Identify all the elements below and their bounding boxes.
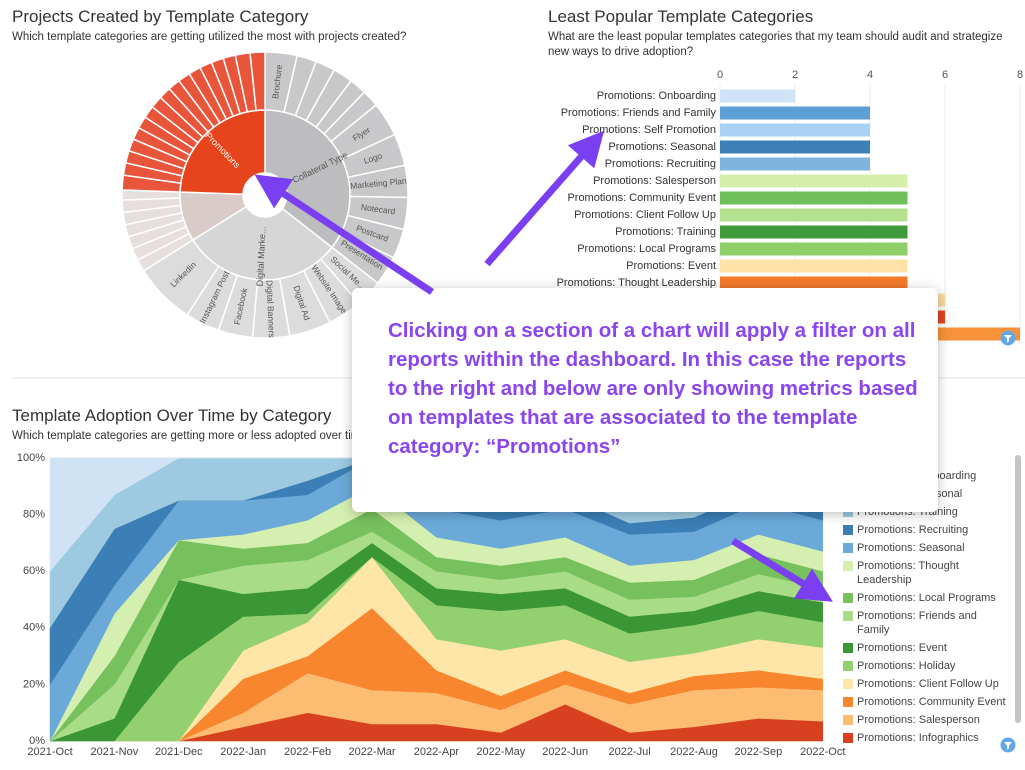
x-tick-label: 2021-Nov xyxy=(91,746,139,758)
legend-item[interactable]: Promotions: Client Follow Up xyxy=(843,677,1013,691)
legend-swatch xyxy=(843,543,853,553)
bar[interactable] xyxy=(720,157,870,171)
legend-label: Promotions: Recruiting xyxy=(857,524,969,536)
legend-label: Promotions: Holiday xyxy=(857,660,956,672)
bar[interactable] xyxy=(720,89,795,103)
legend-label: Promotions: Friends and Family xyxy=(857,610,977,636)
bar[interactable] xyxy=(720,208,908,222)
bar[interactable] xyxy=(720,140,870,154)
legend-item[interactable]: Promotions: Infographics xyxy=(843,731,1013,745)
y-tick-label: 20% xyxy=(23,678,45,690)
chart-subtitle: Which template categories are getting mo… xyxy=(12,430,374,442)
legend-label: Promotions: Community Event xyxy=(857,696,1006,708)
y-tick-label: Promotions: Salesperson xyxy=(593,175,716,187)
legend-label: Promotions: Client Follow Up xyxy=(857,678,999,690)
bar[interactable] xyxy=(720,259,908,273)
y-tick-label: 100% xyxy=(17,452,45,464)
bar[interactable] xyxy=(720,191,908,205)
x-tick-label: 2022-May xyxy=(476,746,525,758)
segment-label: Brochure xyxy=(270,64,284,100)
filter-glyph xyxy=(1004,742,1012,750)
legend-swatch xyxy=(843,733,853,743)
legend-item[interactable]: Promotions: Seasonal xyxy=(843,541,1013,555)
x-tick-label: 2 xyxy=(792,69,798,81)
callout: Clicking on a section of a chart will ap… xyxy=(352,288,938,512)
x-tick-label: 2021-Dec xyxy=(155,746,203,758)
y-tick-label: 0% xyxy=(29,735,45,747)
bar[interactable] xyxy=(720,276,908,290)
legend-swatch xyxy=(843,643,853,653)
legend-label: Promotions: Event xyxy=(857,642,947,654)
legend-swatch xyxy=(843,611,853,621)
y-tick-label: Promotions: Local Programs xyxy=(577,243,716,255)
x-tick-label: 2022-Mar xyxy=(348,746,395,758)
legend-swatch xyxy=(843,507,853,517)
callout-text: Clicking on a section of a chart will ap… xyxy=(388,319,918,458)
legend-item[interactable]: Promotions: Local Programs xyxy=(843,591,1013,605)
x-tick-label: 2022-Jun xyxy=(542,746,588,758)
y-tick-label: Promotions: Recruiting xyxy=(605,158,716,170)
scrollbar xyxy=(1015,455,1021,723)
y-tick-label: Promotions: Training xyxy=(615,226,716,238)
chart-title: Template Adoption Over Time by Category xyxy=(12,406,332,425)
legend-label: Promotions: Seasonal xyxy=(857,542,965,554)
y-tick-label: 60% xyxy=(23,565,45,577)
y-tick-label: Promotions: Thought Leadership xyxy=(557,277,716,289)
x-tick-label: 2022-Sep xyxy=(735,746,783,758)
x-tick-label: 2022-Oct xyxy=(800,746,845,758)
chart-subtitle: Which template categories are getting ut… xyxy=(12,31,407,43)
x-tick-label: 4 xyxy=(867,69,873,81)
chart-title: Least Popular Template Categories xyxy=(548,7,814,26)
legend-swatch xyxy=(843,561,853,571)
legend-item[interactable]: Promotions: Event xyxy=(843,641,1013,655)
x-tick-label: 6 xyxy=(942,69,948,81)
segment-label: Digital Marke... xyxy=(255,226,268,286)
bar[interactable] xyxy=(720,123,870,137)
legend-label: Promotions: Infographics xyxy=(857,732,979,744)
legend-item[interactable]: Promotions: Friends and Family xyxy=(843,609,1013,637)
y-tick-label: Promotions: Friends and Family xyxy=(561,107,717,119)
y-tick-label: Promotions: Community Event xyxy=(567,192,716,204)
legend-swatch xyxy=(843,697,853,707)
legend-swatch xyxy=(843,593,853,603)
y-tick-label: Promotions: Self Promotion xyxy=(582,124,716,136)
bar[interactable] xyxy=(720,106,870,120)
legend-swatch xyxy=(843,715,853,725)
y-tick-label: Promotions: Onboarding xyxy=(597,90,716,102)
chart-subtitle: What are the least popular templates cat… xyxy=(548,31,1003,58)
bar[interactable] xyxy=(720,174,908,188)
legend-swatch xyxy=(843,661,853,671)
outer-segment[interactable] xyxy=(249,51,266,112)
chart-title: Projects Created by Template Category xyxy=(12,7,309,26)
legend-item[interactable]: Promotions: Holiday xyxy=(843,659,1013,673)
filter-glyph xyxy=(1004,335,1012,343)
legend-label: Promotions: Salesperson xyxy=(857,714,980,726)
y-tick-label: 40% xyxy=(23,622,45,634)
x-tick-label: 0 xyxy=(717,69,723,81)
y-tick-label: Promotions: Event xyxy=(626,260,716,272)
y-tick-label: 80% xyxy=(23,509,45,521)
x-tick-label: 8 xyxy=(1017,69,1023,81)
x-tick-label: 2022-Jul xyxy=(608,746,650,758)
legend-label: Promotions: Local Programs xyxy=(857,592,996,604)
legend-item[interactable]: Promotions: Thought Leadership xyxy=(843,559,1013,587)
bar[interactable] xyxy=(720,242,908,256)
legend-item[interactable]: Promotions: Salesperson xyxy=(843,713,1013,727)
y-tick-label: Promotions: Client Follow Up xyxy=(574,209,716,221)
x-tick-label: 2022-Apr xyxy=(414,746,460,758)
legend-item[interactable]: Promotions: Recruiting xyxy=(843,523,1013,537)
legend-item[interactable]: Promotions: Community Event xyxy=(843,695,1013,709)
x-tick-label: 2022-Jan xyxy=(220,746,266,758)
bar[interactable] xyxy=(720,225,908,239)
legend-label: Promotions: Thought Leadership xyxy=(857,560,959,586)
legend-swatch xyxy=(843,679,853,689)
x-tick-label: 2021-Oct xyxy=(27,746,72,758)
y-tick-label: Promotions: Seasonal xyxy=(608,141,716,153)
x-tick-label: 2022-Feb xyxy=(284,746,331,758)
legend-swatch xyxy=(843,525,853,535)
x-tick-label: 2022-Aug xyxy=(670,746,718,758)
